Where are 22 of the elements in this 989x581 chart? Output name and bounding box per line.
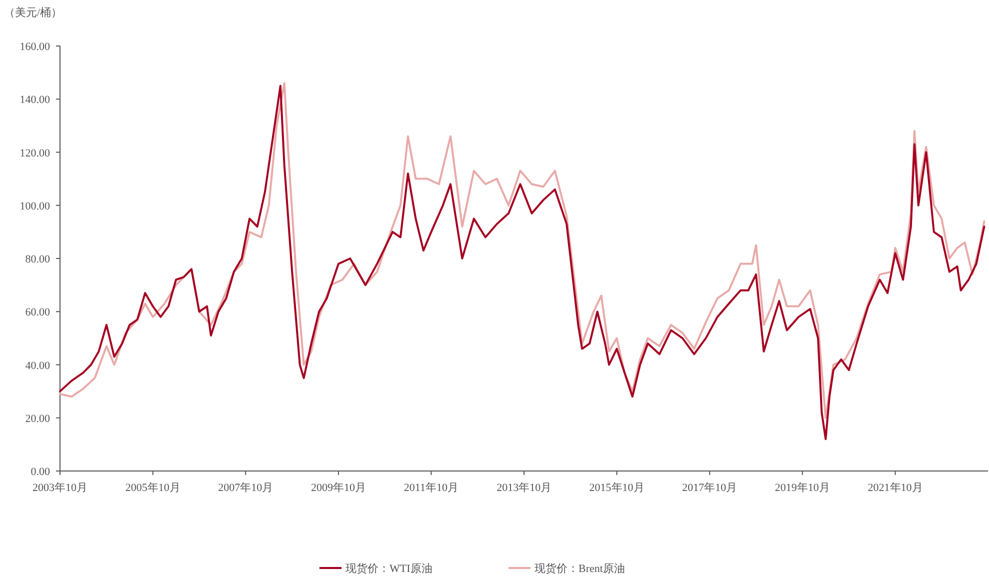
legend-label: 现货价：Brent原油: [534, 562, 625, 575]
x-tick-label: 2015年10月: [589, 482, 644, 494]
x-tick-label: 2003年10月: [32, 482, 88, 494]
x-tick-label: 2005年10月: [125, 482, 180, 494]
y-tick-label: 40.00: [25, 360, 50, 372]
x-tick-label: 2021年10月: [868, 482, 923, 494]
x-tick-label: 2013年10月: [496, 482, 552, 494]
y-tick-label: 60.00: [25, 306, 50, 319]
x-tick-label: 2011年10月: [404, 482, 458, 494]
x-tick-label: 2019年10月: [774, 482, 830, 494]
y-axis-title: （美元/桶）: [4, 6, 62, 19]
x-tick-label: 2009年10月: [310, 482, 366, 494]
legend-label: 现货价：WTI原油: [346, 562, 432, 575]
y-tick-label: 20.00: [25, 412, 50, 425]
y-tick-label: 100.00: [20, 200, 50, 212]
y-tick-label: 160.00: [20, 41, 50, 53]
y-tick-label: 140.00: [20, 94, 50, 106]
y-tick-label: 0.00: [30, 466, 50, 478]
x-tick-label: 2007年10月: [218, 482, 274, 494]
y-tick-label: 80.00: [25, 254, 50, 266]
y-tick-label: 120.00: [20, 147, 50, 160]
x-tick-label: 2017年10月: [682, 482, 738, 494]
